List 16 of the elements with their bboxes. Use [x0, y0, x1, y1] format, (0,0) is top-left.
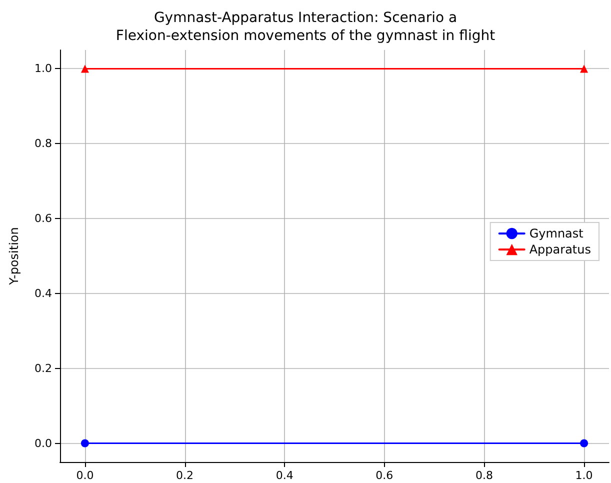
chart-title: Gymnast-Apparatus Interaction: Scenario a Flexion-extension movements of the gymnast in flight: [116, 10, 496, 44]
x-tick-label: 0.2: [176, 469, 194, 482]
x-tick-label: 0.6: [376, 469, 394, 482]
x-tick-label: 0.8: [475, 469, 493, 482]
x-tick-label: 0.4: [276, 469, 294, 482]
x-tick-label: 1.0: [575, 469, 593, 482]
y-tick-label: 0.2: [34, 362, 52, 375]
x-tick-label: 0.0: [76, 469, 94, 482]
y-tick-label: 0.6: [34, 212, 52, 226]
y-tick-label: 0.8: [34, 137, 52, 150]
y-tick-label: 0.0: [34, 436, 52, 450]
y-axis-title: Y-position: [7, 227, 21, 286]
legend-label: Apparatus: [529, 242, 592, 256]
legend-label: Gymnast: [529, 226, 584, 240]
y-tick-label: 0.4: [34, 286, 52, 300]
y-tick-label: 1.0: [34, 62, 52, 76]
